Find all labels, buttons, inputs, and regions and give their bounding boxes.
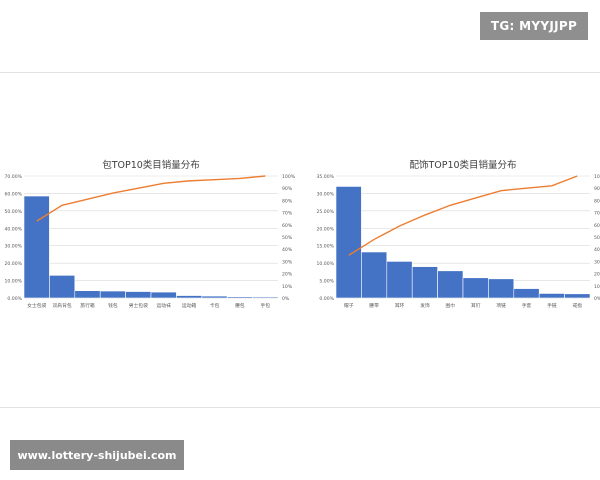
x-tick-label: 男士包袋 xyxy=(129,302,148,309)
x-tick-label: 女士包袋 xyxy=(27,302,46,309)
x-tick-label: 腰包 xyxy=(235,302,245,309)
y2-tick-label: 10% xyxy=(594,284,600,290)
bar xyxy=(538,293,565,299)
x-tick-label: 发饰 xyxy=(420,302,430,309)
cumulative-line xyxy=(36,175,266,222)
chart-accessories-pareto: 配饰TOP10类目销量分布 0.00% 5.00% 10.00% 15.00% 20.00… xyxy=(316,159,600,309)
y-tick-label: 50.00% xyxy=(4,209,22,215)
bar xyxy=(176,295,203,299)
y-tick-label: 20.00% xyxy=(4,261,22,267)
chart-bags-pareto: 包TOP10类目销量分布 0.00% 10.00% 20.00% 30.00% 40.00… xyxy=(4,159,296,309)
bar xyxy=(252,296,279,299)
chart-title: 配饰TOP10类目销量分布 xyxy=(409,159,516,171)
y2-tick-label: 80% xyxy=(282,198,293,204)
y2-tick-label: 70% xyxy=(282,211,293,217)
x-tick-label: 手链 xyxy=(547,302,557,309)
bar xyxy=(99,290,126,299)
chart-sheet xyxy=(0,72,600,408)
y2-tick-label: 30% xyxy=(282,259,293,265)
bar xyxy=(49,275,76,299)
y2-tick-label: 80% xyxy=(594,198,600,204)
y-tick-label: 60.00% xyxy=(4,191,22,197)
bar xyxy=(437,270,464,299)
bar xyxy=(564,293,591,299)
bar xyxy=(462,277,489,299)
x-tick-label: 钱包 xyxy=(108,302,118,309)
y2-tick-label: 90% xyxy=(282,186,293,192)
y-tick-label: 30.00% xyxy=(4,244,22,250)
y2-tick-label: 20% xyxy=(594,272,600,278)
bar xyxy=(125,291,152,299)
x-tick-label: 运动箱 xyxy=(182,302,197,309)
bar xyxy=(513,288,540,299)
x-tick-label: 戒指 xyxy=(572,302,582,309)
x-tick-label: 手包 xyxy=(260,302,270,309)
watermark-top-badge: TG: MYYJJPP xyxy=(480,12,588,40)
y-tick-label: 25.00% xyxy=(316,209,334,215)
bar xyxy=(386,261,413,299)
y2-tick-label: 40% xyxy=(282,247,293,253)
y2-tick-label: 30% xyxy=(594,259,600,265)
y-tick-label: 0.00% xyxy=(319,296,334,302)
bar xyxy=(226,296,253,299)
y-tick-label: 35.00% xyxy=(316,174,334,180)
y2-tick-label: 20% xyxy=(282,272,293,278)
y2-tick-label: 60% xyxy=(594,223,600,229)
bar xyxy=(335,186,362,299)
bar xyxy=(361,251,388,299)
y2-tick-label: 40% xyxy=(594,247,600,253)
y-tick-label: 10.00% xyxy=(4,279,22,285)
bar xyxy=(411,266,438,299)
y2-tick-label: 0% xyxy=(594,296,600,302)
y2-tick-label: 50% xyxy=(282,235,293,241)
y2-tick-label: 90% xyxy=(594,186,600,192)
y-tick-label: 30.00% xyxy=(316,191,334,197)
x-tick-label: 围巾 xyxy=(445,302,455,309)
y-tick-label: 10.00% xyxy=(316,261,334,267)
y-tick-label: 70.00% xyxy=(4,174,22,180)
y-tick-label: 0.00% xyxy=(7,296,22,302)
x-tick-label: 双肩背包 xyxy=(52,302,71,309)
x-tick-label: 腰带 xyxy=(369,303,379,309)
y2-tick-label: 10% xyxy=(282,284,293,290)
x-tick-label: 卡包 xyxy=(210,302,220,309)
watermark-url-badge: www.lottery-shijubei.com xyxy=(10,440,184,470)
x-tick-label: 旅行箱 xyxy=(80,302,95,309)
y-tick-label: 40.00% xyxy=(4,226,22,232)
bar xyxy=(150,291,177,299)
x-tick-label: 耳环 xyxy=(395,303,405,309)
y-tick-label: 5.00% xyxy=(319,279,334,285)
bar xyxy=(488,278,515,299)
x-tick-label: 帽子 xyxy=(344,302,354,309)
x-tick-label: 项链 xyxy=(496,302,506,309)
bar xyxy=(23,195,50,299)
x-tick-label: 运动袜 xyxy=(156,302,171,309)
x-tick-label: 手套 xyxy=(522,302,532,309)
y2-tick-label: 50% xyxy=(594,235,600,241)
chart-title: 包TOP10类目销量分布 xyxy=(102,159,200,171)
y2-tick-label: 100% xyxy=(282,174,296,180)
y2-tick-label: 60% xyxy=(282,223,293,229)
y2-tick-label: 0% xyxy=(282,296,290,302)
y2-tick-label: 100% xyxy=(594,174,600,180)
y-tick-label: 20.00% xyxy=(316,226,334,232)
cumulative-line xyxy=(348,175,578,256)
bar xyxy=(74,290,101,299)
y2-tick-label: 70% xyxy=(594,211,600,217)
x-tick-label: 耳钉 xyxy=(471,302,481,309)
bar xyxy=(201,295,228,299)
y-tick-label: 15.00% xyxy=(316,244,334,250)
